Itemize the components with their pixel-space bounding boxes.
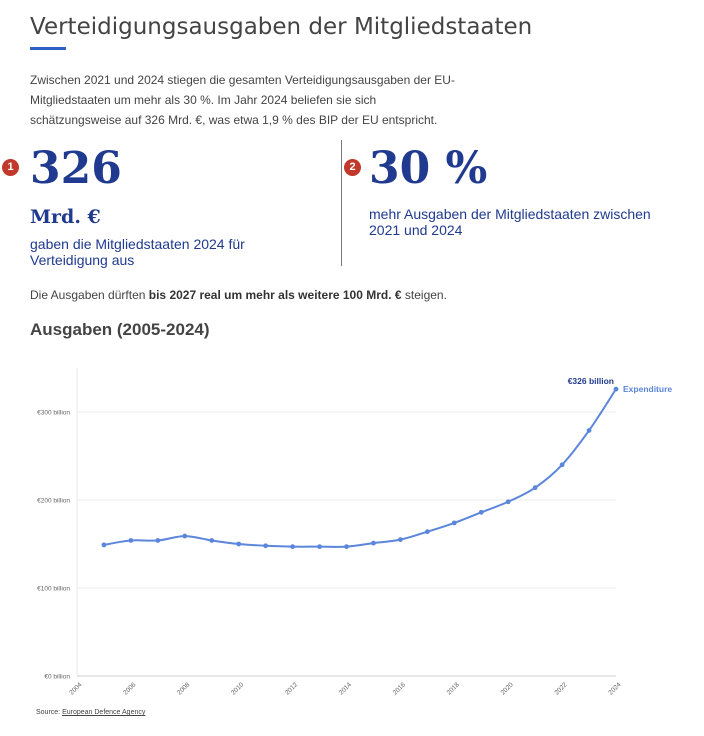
stat-1-badge: 1: [2, 159, 19, 176]
data-point: [613, 386, 619, 392]
x-tick-label: 2012: [284, 681, 299, 696]
data-point: [344, 544, 349, 550]
x-tick-label: 2020: [500, 681, 515, 696]
x-tick-label: 2004: [68, 681, 83, 696]
source-label: Source:: [36, 709, 63, 716]
stat-1-unit: Mrd. €: [30, 206, 101, 228]
y-tick-label: €100 billion: [37, 586, 70, 593]
data-point: [236, 541, 242, 547]
data-point: [478, 509, 484, 515]
page-title: Verteidigungsausgaben der Mitgliedstaate…: [30, 14, 533, 40]
stat-divider: [341, 140, 342, 266]
x-tick-label: 2022: [553, 681, 568, 696]
data-point: [532, 485, 538, 491]
title-underline: [30, 47, 66, 50]
x-tick-label: 2008: [176, 681, 191, 696]
intro-text: Zwischen 2021 und 2024 stiegen die gesam…: [30, 73, 455, 127]
x-tick-label: 2010: [230, 681, 245, 696]
source-link[interactable]: European Defence Agency: [62, 709, 146, 716]
stat-2-value: 30 %: [369, 143, 488, 194]
data-point: [398, 537, 403, 542]
data-point: [317, 544, 322, 550]
chart-title: Ausgaben (2005-2024): [30, 320, 210, 339]
source-note: Source: European Defence Agency: [36, 709, 145, 716]
stat-1-description: gaben die Mitgliedstaaten 2024 für Verte…: [30, 236, 245, 268]
y-tick-label: €200 billion: [37, 498, 70, 505]
x-tick-label: 2018: [446, 681, 461, 696]
series-line-expenditure: [103, 388, 617, 548]
data-point: [101, 542, 107, 548]
outlook-suffix: steigen.: [401, 288, 447, 302]
end-value-annotation: €326 billion: [568, 376, 614, 386]
expenditure-chart: €0 billion €100 billion €200 billion €300 b…: [37, 368, 672, 697]
y-tick-label: €300 billion: [37, 410, 70, 417]
x-tick-label: 2006: [122, 681, 137, 696]
data-point: [128, 538, 134, 543]
x-tick-label: 2014: [338, 681, 353, 696]
y-tick-label: €0 billion: [44, 674, 70, 681]
outlook-bold: bis 2027 real um mehr als weitere 100 Mr…: [148, 288, 402, 302]
stat-2-description: mehr Ausgaben der Mitgliedstaaten zwisch…: [369, 206, 651, 238]
data-point: [586, 428, 592, 433]
data-point: [451, 520, 457, 526]
data-point: [559, 462, 565, 468]
x-tick-label: 2016: [392, 681, 407, 696]
x-tick-label: 2024: [607, 681, 622, 696]
data-point: [155, 538, 161, 543]
stat-2-badge: 2: [344, 159, 361, 176]
data-point: [290, 544, 295, 550]
data-point: [263, 543, 269, 549]
data-point: [424, 529, 430, 535]
outlook-prefix: Die Ausgaben dürften: [30, 288, 149, 302]
data-point: [182, 533, 188, 539]
series-label-expenditure: Expenditure: [623, 384, 672, 394]
data-point: [209, 538, 215, 543]
data-point: [371, 540, 376, 546]
outlook-text: Die Ausgaben dürften bis 2027 real um me…: [30, 288, 447, 302]
stat-1-value: 326: [30, 143, 122, 194]
data-point: [505, 499, 511, 505]
